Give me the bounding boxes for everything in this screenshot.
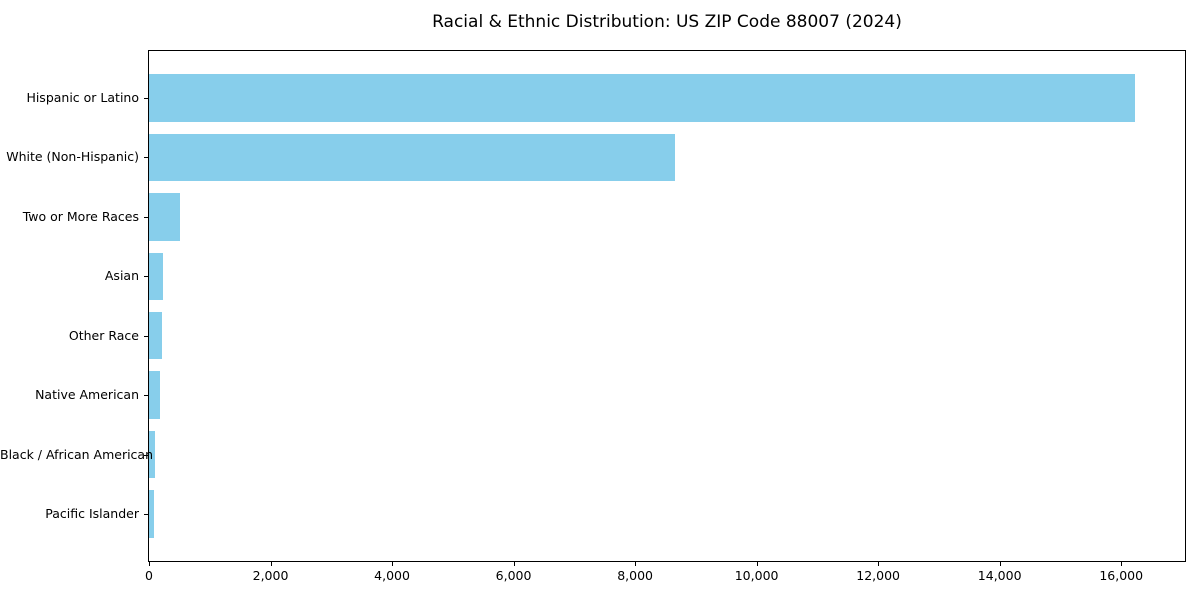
x-axis-tick bbox=[1121, 562, 1123, 566]
y-axis-tick bbox=[144, 514, 148, 516]
bar bbox=[149, 74, 1136, 122]
x-axis-tick-label: 10,000 bbox=[734, 568, 779, 583]
x-axis-tick-label: 2,000 bbox=[252, 568, 289, 583]
y-axis-label: White (Non-Hispanic) bbox=[6, 149, 139, 165]
bar bbox=[149, 490, 154, 538]
x-axis-tick bbox=[999, 562, 1001, 566]
x-axis-tick-label: 4,000 bbox=[374, 568, 410, 583]
y-axis-tick bbox=[144, 335, 148, 337]
x-axis-tick-label: 16,000 bbox=[1099, 568, 1144, 583]
bar bbox=[149, 252, 163, 301]
bar bbox=[149, 430, 156, 479]
x-axis-tick bbox=[270, 562, 272, 566]
plot-area bbox=[148, 50, 1186, 562]
x-axis-tick bbox=[635, 562, 637, 566]
y-axis-label: Native American bbox=[35, 387, 139, 403]
y-axis-label: Black / African American bbox=[0, 446, 154, 462]
x-axis-tick-label: 6,000 bbox=[495, 568, 532, 583]
x-axis-tick bbox=[513, 562, 515, 566]
y-axis-label: Two or More Races bbox=[22, 208, 139, 224]
y-axis-tick bbox=[144, 157, 148, 159]
y-axis-label: Other Race bbox=[68, 327, 139, 343]
bar bbox=[149, 193, 181, 241]
bar bbox=[149, 133, 675, 182]
y-axis-tick bbox=[144, 454, 148, 456]
y-axis-tick bbox=[144, 97, 148, 99]
bar bbox=[149, 311, 163, 360]
x-axis-tick-label: 0 bbox=[145, 568, 153, 583]
y-axis-tick bbox=[144, 216, 148, 218]
x-axis-tick-label: 14,000 bbox=[977, 568, 1022, 583]
x-axis-tick bbox=[149, 562, 150, 566]
y-axis-label: Hispanic or Latino bbox=[26, 89, 139, 105]
x-axis-tick bbox=[756, 562, 758, 566]
y-axis-tick bbox=[144, 276, 148, 278]
x-axis-tick-label: 12,000 bbox=[856, 568, 901, 583]
y-axis-label: Pacific Islander bbox=[45, 506, 139, 522]
chart-title: Racial & Ethnic Distribution: US ZIP Cod… bbox=[432, 12, 902, 32]
x-axis-tick bbox=[878, 562, 880, 566]
x-axis-tick bbox=[392, 562, 394, 566]
x-axis-tick-label: 8,000 bbox=[617, 568, 653, 583]
bar bbox=[149, 371, 160, 419]
y-axis-tick bbox=[144, 395, 148, 397]
y-axis-label: Asian bbox=[104, 268, 139, 284]
